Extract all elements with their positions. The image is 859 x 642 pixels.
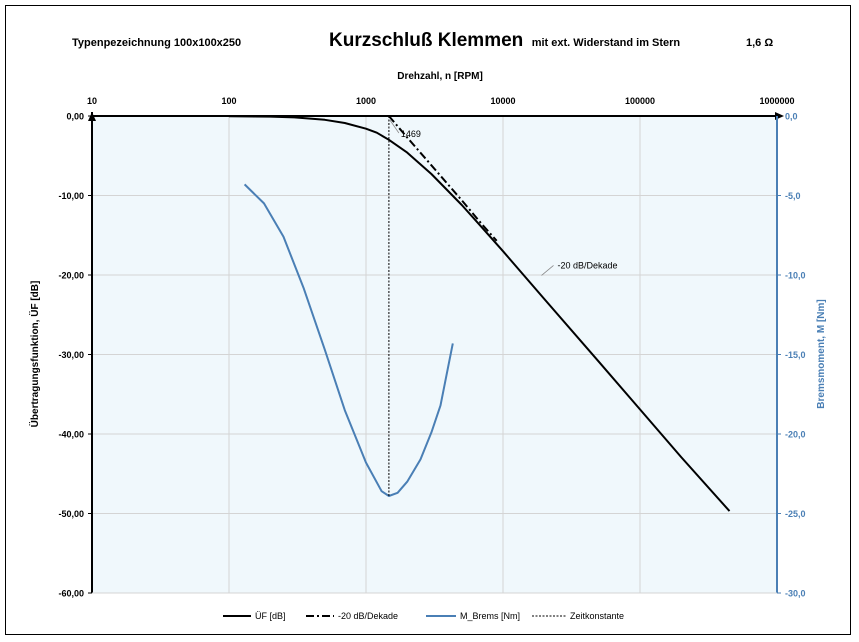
legend-label-1: -20 dB/Dekade (338, 611, 398, 621)
chart-title-main: Kurzschluß Klemmen (329, 30, 523, 51)
y-right-tick-label: 0,0 (785, 112, 798, 122)
y-left-tick-label: -60,00 (58, 589, 84, 599)
grid (91, 115, 778, 594)
y-left-tick-label: -50,00 (58, 509, 84, 519)
corner-frequency-label: 1469 (401, 129, 421, 139)
series-line-1 (388, 116, 498, 242)
y-right-tick-label: -15,0 (785, 350, 806, 360)
series-group (228, 116, 731, 512)
x-axis-label: Drehzahl, n [RPM] (397, 71, 483, 82)
annotations: 1469 -20 dB/Dekade (389, 119, 618, 276)
chart-title-sub: mit ext. Widerstand im Stern (532, 37, 681, 49)
y-left-tick-label: -20,00 (58, 271, 84, 281)
y-right-axis-label: Bremsmoment, M [Nm] (816, 299, 827, 408)
y-left-tick-label: 0,00 (66, 112, 84, 122)
legend: ÜF [dB] -20 dB/Dekade M_Brems [Nm] Zeitkons… (223, 611, 624, 621)
y-right-tick-label: -10,0 (785, 271, 806, 281)
series-line-2 (243, 183, 454, 497)
slope-leader (541, 265, 554, 276)
y-right-tick-label: -25,0 (785, 509, 806, 519)
header-left: Typenpezeichnung 100x100x250 (72, 37, 241, 49)
legend-label-3: Zeitkonstante (570, 611, 624, 621)
x-tick-label: 1000 (356, 96, 376, 106)
y-left-tick-label: -10,00 (58, 191, 84, 201)
axes-group (88, 112, 784, 594)
y-right-tick-label: -5,0 (785, 191, 801, 201)
y-left-tick-label: -40,00 (58, 430, 84, 440)
y-right-tick-label: -30,0 (785, 589, 806, 599)
slope-label: -20 dB/Dekade (558, 260, 618, 270)
series-line-0 (228, 116, 731, 512)
chart-frame: 10 100 1000 10000 100000 1000000 0,00 -10,00 -20… (5, 5, 851, 635)
x-tick-label: 100000 (625, 96, 655, 106)
x-tick-label: 10 (87, 96, 97, 106)
y-left-tick-label: -30,00 (58, 350, 84, 360)
corner-leader (389, 119, 400, 134)
x-tick-label: 100 (221, 96, 236, 106)
legend-label-0: ÜF [dB] (255, 611, 286, 621)
x-tick-label: 1000000 (759, 96, 794, 106)
x-tick-label: 10000 (490, 96, 515, 106)
y-left-axis-arrow (88, 112, 96, 121)
header-right: 1,6 Ω (746, 37, 773, 49)
legend-label-2: M_Brems [Nm] (460, 611, 520, 621)
y-right-tick-label: -20,0 (785, 430, 806, 440)
chart-title: Kurzschluß Klemmen mit ext. Widerstand i… (329, 30, 680, 51)
tick-labels-group: 10 100 1000 10000 100000 1000000 0,00 -10,00 -20… (58, 96, 805, 599)
chart: 10 100 1000 10000 100000 1000000 0,00 -10,00 -20… (28, 30, 827, 621)
y-left-axis-label: Übertragungsfunktion, ÜF [dB] (28, 281, 41, 428)
